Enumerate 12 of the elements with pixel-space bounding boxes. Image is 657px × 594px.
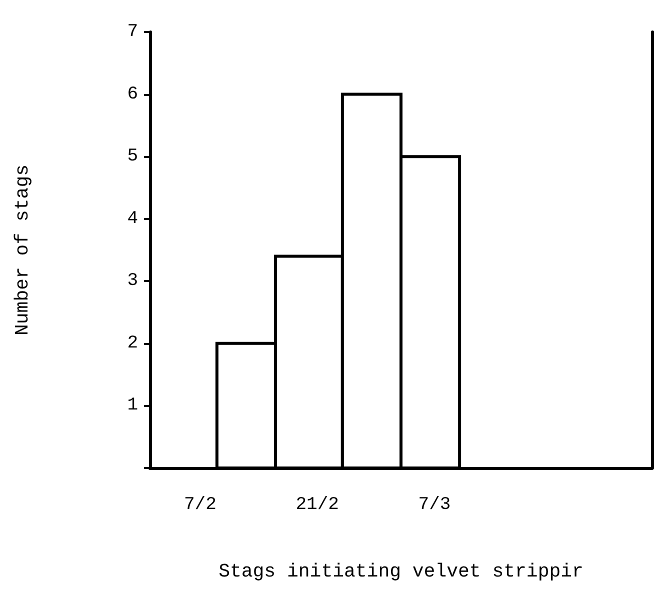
y-tick-label: 5 (127, 146, 138, 167)
y-tick-label: 6 (127, 84, 138, 104)
x-axis-title: Stags initiating velvet strippir (218, 560, 584, 582)
x-tick-label: 7/3 (418, 495, 451, 515)
x-tick-label: 21/2 (296, 495, 339, 515)
y-tick-label: 3 (127, 271, 138, 292)
y-tick-label: 2 (127, 333, 138, 354)
y-axis-title: Number of stags (12, 164, 34, 336)
y-tick-label: 1 (127, 396, 138, 416)
y-tick-label: 4 (127, 208, 138, 229)
y-tick-label: 7 (127, 22, 138, 42)
x-tick-label: 7/2 (184, 495, 216, 515)
